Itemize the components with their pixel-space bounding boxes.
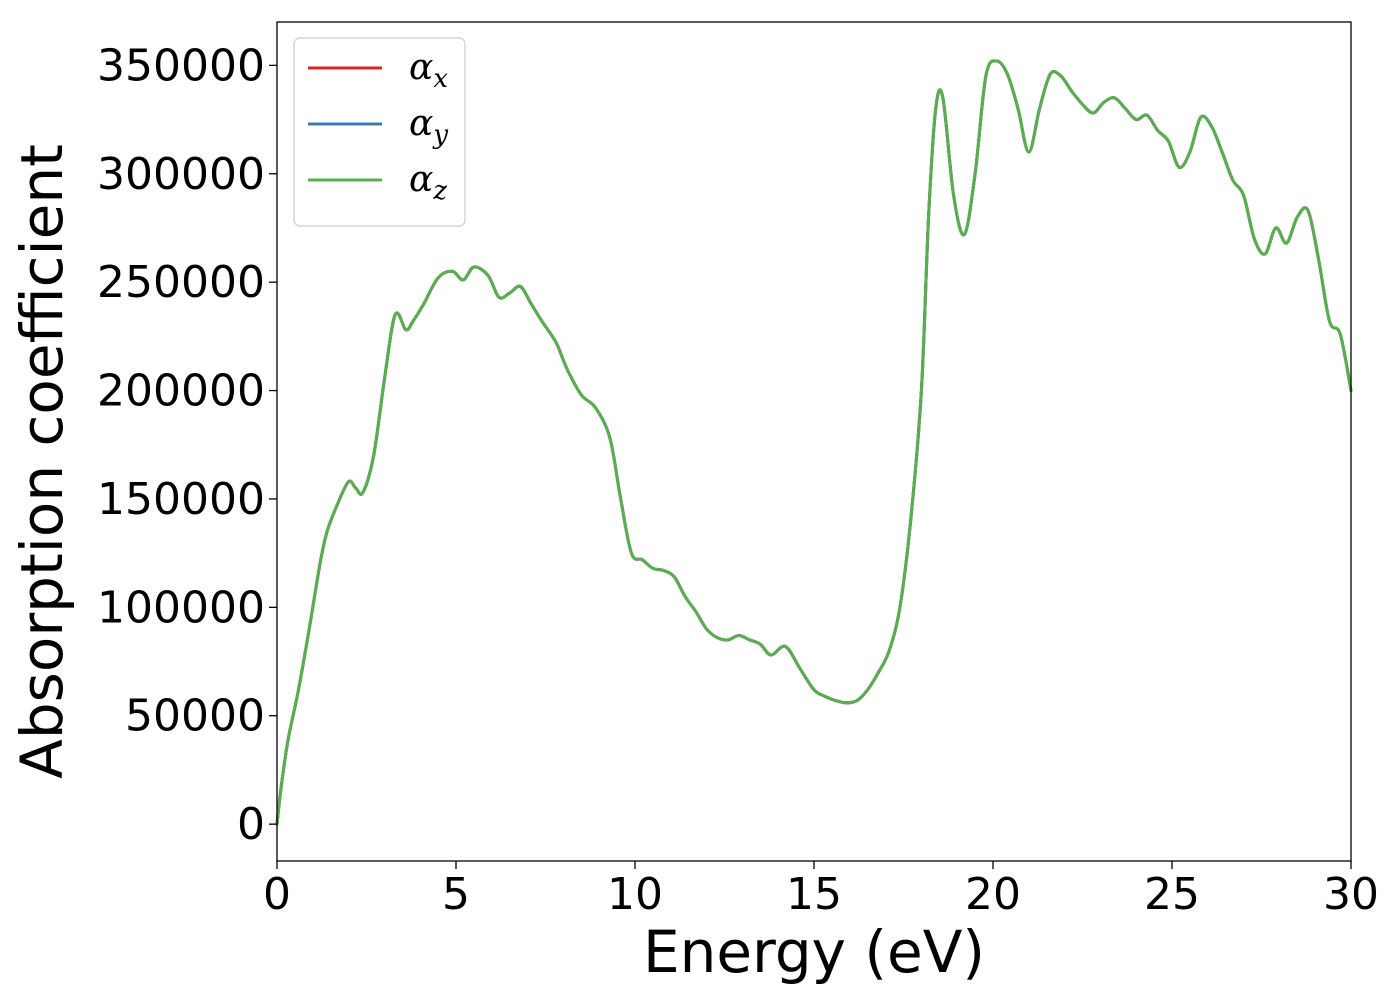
series-layer (275, 59, 1353, 826)
y-tick-label: 50000 (125, 691, 265, 742)
legend-subscript: x (433, 64, 448, 94)
x-tick-label: 0 (263, 869, 291, 920)
legend-symbol: α (409, 159, 433, 200)
y-tick-label: 150000 (97, 474, 265, 525)
series-line-alpha-z (275, 59, 1353, 826)
y-tick-label: 200000 (97, 366, 265, 417)
x-tick-label: 10 (607, 869, 663, 920)
legend-subscript: y (432, 120, 448, 150)
x-tick-label: 15 (786, 869, 842, 920)
x-tick-label: 20 (965, 869, 1021, 920)
y-tick-label: 0 (237, 799, 265, 850)
y-tick-label: 300000 (97, 149, 265, 200)
y-tick-label: 100000 (97, 582, 265, 633)
x-tick-label: 25 (1144, 869, 1200, 920)
ticks-layer: 0 5 10 15 20 25 30 0 50000 100000 150000 200000 2500… (97, 40, 1379, 920)
y-axis-label: Absorption coefficient (8, 144, 76, 779)
legend-subscript: z (432, 176, 447, 206)
legend-symbol: α (409, 47, 433, 88)
y-tick-label: 350000 (97, 40, 265, 91)
y-tick-label: 250000 (97, 257, 265, 308)
legend-label: αy (409, 103, 448, 150)
legend-label: αx (409, 47, 448, 94)
legend-label: αz (409, 159, 447, 206)
legend-symbol: α (409, 103, 433, 144)
x-tick-label: 30 (1323, 869, 1379, 920)
x-tick-label: 5 (442, 869, 470, 920)
x-axis-label: Energy (eV) (643, 918, 985, 986)
